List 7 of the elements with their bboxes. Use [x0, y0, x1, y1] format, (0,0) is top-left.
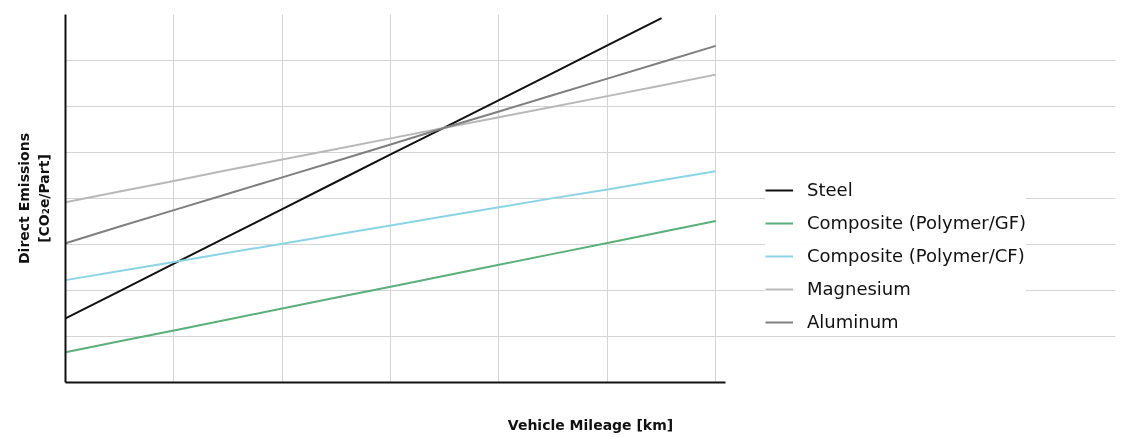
legend-label: Composite (Polymer/CF) [807, 245, 1025, 266]
legend-label: Steel [807, 179, 853, 200]
legend-label: Composite (Polymer/GF) [807, 212, 1027, 233]
legend-label: Aluminum [807, 311, 899, 332]
x-axis-title: Vehicle Mileage [km] [507, 416, 674, 433]
legend-label: Magnesium [807, 278, 911, 299]
y-axis-title: Direct Emissions [CO₂e/Part] [16, 132, 52, 265]
